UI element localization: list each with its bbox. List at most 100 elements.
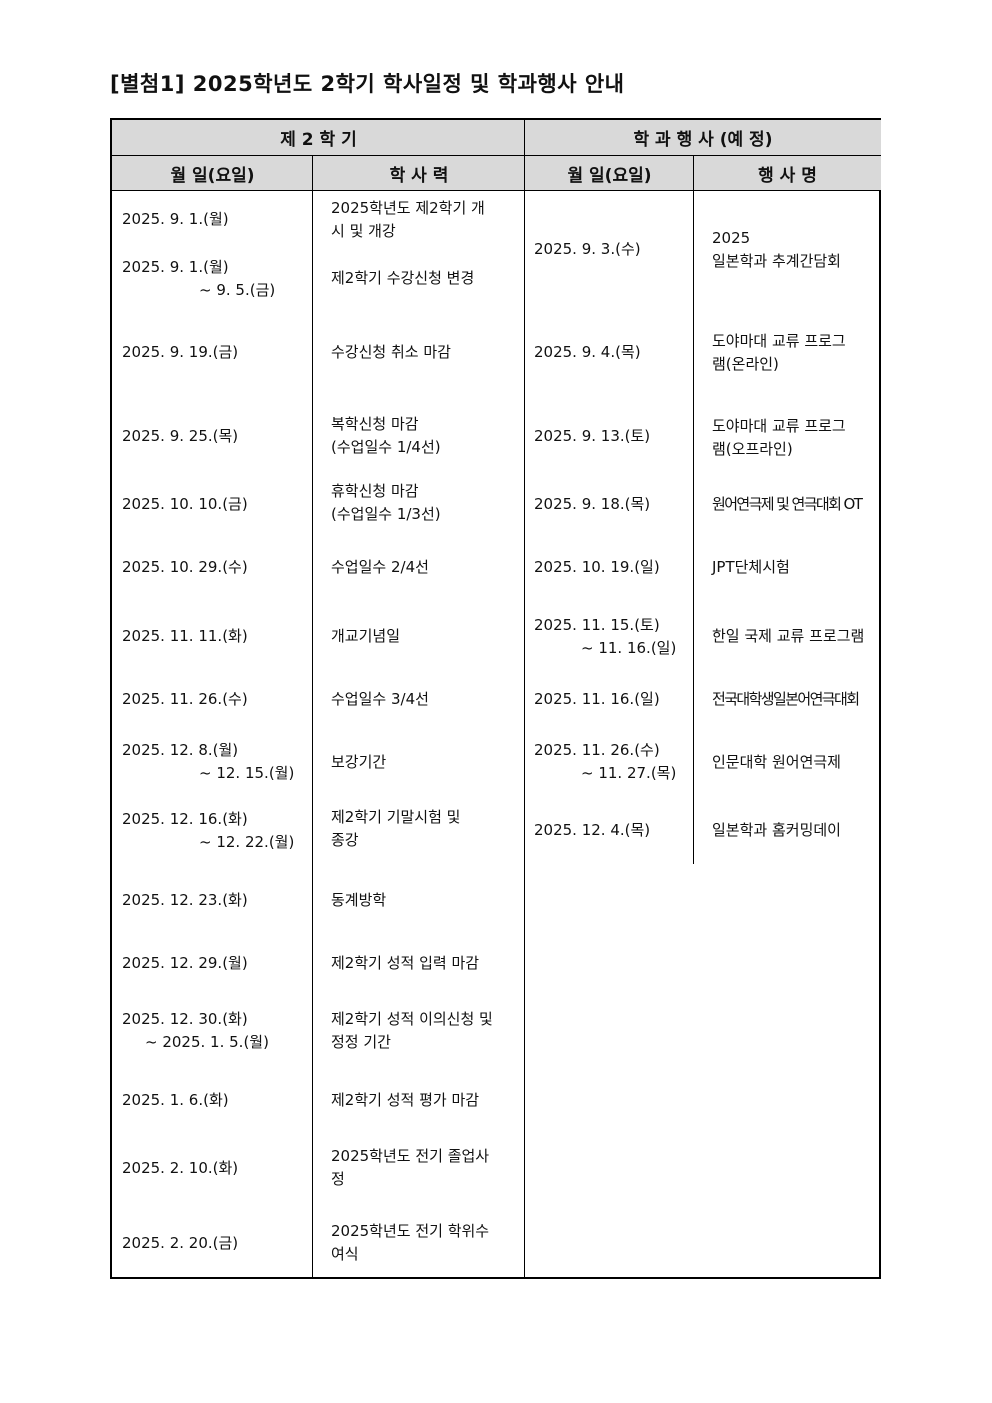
semester-date-line: 2025. 12. 29.(월) — [122, 954, 248, 972]
header-calendar: 학 사 력 — [313, 156, 525, 191]
semester-event: 제2학기 성적 입력 마감 — [331, 952, 479, 975]
dept-event-date: 2025. 12. 4.(목) — [534, 819, 650, 842]
dept-event-date-line: 2025. 12. 4.(목) — [534, 821, 651, 839]
semester-event-line: 보강기간 — [331, 753, 387, 771]
semester-date-line: 2025. 9. 25.(목) — [122, 427, 239, 445]
semester-event-line: 제2학기 성적 입력 마감 — [331, 954, 480, 972]
dept-event-name: 2025 일본학과 추계간담회 — [712, 227, 841, 273]
semester-event-line: 동계방학 — [331, 891, 387, 909]
dept-event-name-line: 인문대학 원어연극제 — [712, 753, 841, 771]
semester-date-line: 2025. 9. 19.(금) — [122, 343, 239, 361]
dept-event-name: 전국대학생일본어연극대회 — [712, 688, 860, 711]
semester-date-line: ~ 12. 22.(월) — [199, 833, 295, 851]
semester-event-line: 수업일수 3/4선 — [331, 690, 429, 708]
row-divider — [112, 155, 881, 156]
semester-date: 2025. 9. 1.(월) — [122, 208, 229, 231]
dept-event-date-line: 2025. 9. 3.(수) — [534, 240, 641, 258]
semester-event-line: 휴학신청 마감 — [331, 482, 419, 500]
semester-event: 수강신청 취소 마감 — [331, 341, 451, 364]
dept-event-name: 인문대학 원어연극제 — [712, 751, 841, 774]
dept-event-date-line: 2025. 9. 4.(목) — [534, 343, 641, 361]
semester-date-line: 2025. 10. 10.(금) — [122, 495, 248, 513]
dept-event-name: 일본학과 홈커밍데이 — [712, 819, 841, 842]
semester-event-line: 개교기념일 — [331, 627, 401, 645]
semester-date: 2025. 11. 26.(수) — [122, 688, 248, 711]
semester-date-line: 2025. 2. 20.(금) — [122, 1234, 239, 1252]
semester-date-line: 2025. 2. 10.(화) — [122, 1159, 239, 1177]
header-date: 월 일(요일) — [112, 156, 313, 191]
dept-event-name: 원어연극제 및 연극대회 OT — [712, 493, 863, 516]
semester-date-line: 2025. 1. 6.(화) — [122, 1091, 229, 1109]
semester-event-line: 종강 — [331, 831, 359, 849]
column-divider — [693, 156, 694, 864]
semester-event-line: 수강신청 취소 마감 — [331, 343, 451, 361]
semester-event-line: 2025학년도 전기 학위수 — [331, 1222, 490, 1240]
semester-date-line: ~ 12. 15.(월) — [199, 764, 295, 782]
semester-date-line: 2025. 11. 11.(화) — [122, 627, 248, 645]
semester-event-line: 제2학기 성적 평가 마감 — [331, 1091, 480, 1109]
semester-event-line: 제2학기 수강신청 변경 — [331, 269, 475, 287]
semester-event-line: 2025학년도 전기 졸업사 — [331, 1147, 490, 1165]
semester-event-line: 제2학기 기말시험 및 — [331, 808, 461, 826]
column-divider — [524, 120, 525, 1279]
dept-event-name-line: 일본학과 추계간담회 — [712, 252, 841, 270]
dept-event-date-line: 2025. 11. 15.(토) — [534, 616, 660, 634]
semester-event-line: 2025학년도 제2학기 개 — [331, 199, 485, 217]
semester-date-line: ~ 2025. 1. 5.(월) — [145, 1033, 269, 1051]
semester-event-line: 수업일수 2/4선 — [331, 558, 429, 576]
semester-event: 제2학기 수강신청 변경 — [331, 267, 474, 290]
semester-event: 휴학신청 마감 (수업일수 1/3선) — [331, 480, 441, 526]
dept-event-date: 2025. 11. 26.(수) ~ 11. 27.(목) — [534, 739, 676, 785]
semester-date: 2025. 12. 29.(월) — [122, 952, 248, 975]
semester-event: 보강기간 — [331, 751, 386, 774]
semester-date: 2025. 10. 29.(수) — [122, 556, 248, 579]
dept-event-name-line: 한일 국제 교류 프로그램 — [712, 627, 865, 645]
semester-date-line: 2025. 12. 23.(화) — [122, 891, 248, 909]
schedule-table: 제 2 학 기 학 과 행 사 (예 정) 월 일(요일) 학 사 력 월 일(… — [110, 118, 881, 1279]
semester-date: 2025. 12. 8.(월) ~ 12. 15.(월) — [122, 739, 294, 785]
semester-date-line: 2025. 10. 29.(수) — [122, 558, 248, 576]
semester-event-line: 여식 — [331, 1245, 359, 1263]
dept-event-name-line: 원어연극제 및 연극대회 OT — [712, 495, 863, 513]
dept-event-name-line: JPT단체시험 — [712, 558, 790, 576]
dept-event-date-line: ~ 11. 16.(일) — [581, 639, 677, 657]
dept-event-name-line: 일본학과 홈커밍데이 — [712, 821, 841, 839]
semester-date-line: 2025. 12. 8.(월) — [122, 741, 239, 759]
header-date-2: 월 일(요일) — [525, 156, 694, 191]
semester-date: 2025. 12. 23.(화) — [122, 889, 248, 912]
semester-date: 2025. 9. 25.(목) — [122, 425, 238, 448]
dept-event-date-line: 2025. 9. 18.(목) — [534, 495, 651, 513]
dept-event-date: 2025. 10. 19.(일) — [534, 556, 660, 579]
dept-event-date-line: 2025. 9. 13.(토) — [534, 427, 651, 445]
dept-event-name-line: 도야마대 교류 프로그 — [712, 417, 846, 435]
dept-event-name: 한일 국제 교류 프로그램 — [712, 625, 864, 648]
dept-event-date: 2025. 11. 16.(일) — [534, 688, 660, 711]
dept-event-date: 2025. 9. 4.(목) — [534, 341, 641, 364]
semester-date-line: 2025. 12. 30.(화) — [122, 1010, 248, 1028]
semester-date: 2025. 2. 10.(화) — [122, 1157, 238, 1180]
dept-event-name-line: 도야마대 교류 프로그 — [712, 332, 846, 350]
semester-date-line: 2025. 12. 16.(화) — [122, 810, 248, 828]
semester-date-line: 2025. 11. 26.(수) — [122, 690, 248, 708]
semester-date: 2025. 2. 20.(금) — [122, 1232, 238, 1255]
semester-event: 개교기념일 — [331, 625, 400, 648]
semester-event: 복학신청 마감 (수업일수 1/4선) — [331, 413, 441, 459]
semester-date: 2025. 12. 16.(화) ~ 12. 22.(월) — [122, 808, 294, 854]
dept-event-name-line: 램(온라인) — [712, 355, 779, 373]
column-divider — [312, 156, 313, 1279]
semester-event-line: 복학신청 마감 — [331, 415, 419, 433]
semester-event: 제2학기 성적 평가 마감 — [331, 1089, 479, 1112]
header-event-name: 행 사 명 — [694, 156, 881, 191]
dept-event-name-line: 램(오프라인) — [712, 440, 793, 458]
semester-date-line: ~ 9. 5.(금) — [199, 281, 276, 299]
semester-date-line: 2025. 9. 1.(월) — [122, 210, 229, 228]
dept-event-date: 2025. 9. 3.(수) — [534, 238, 641, 261]
semester-date: 2025. 10. 10.(금) — [122, 493, 248, 516]
semester-event: 제2학기 성적 이의신청 및 정정 기간 — [331, 1008, 493, 1054]
